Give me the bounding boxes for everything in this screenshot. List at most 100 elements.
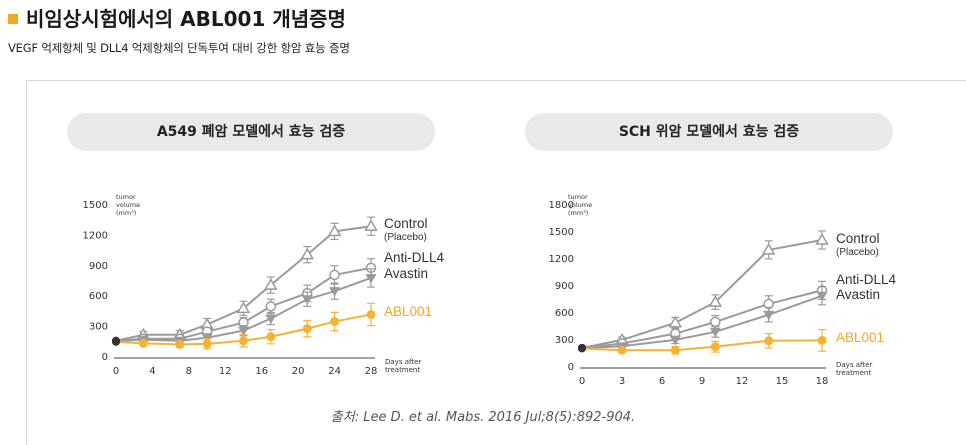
x-tick-label: 12 [219, 366, 232, 377]
x-axis-label: treatment [385, 366, 420, 374]
data-point [301, 295, 313, 305]
data-point [710, 316, 721, 328]
data-point [761, 242, 776, 255]
legend-label: Avastin [384, 266, 428, 281]
data-point [302, 324, 312, 334]
data-point [817, 335, 827, 345]
y-tick-label: 900 [89, 261, 108, 272]
x-tick-label: 4 [149, 366, 155, 377]
x-axis-label: treatment [836, 369, 871, 377]
legend-label: Anti-DLL4 [836, 272, 897, 287]
y-tick-label: 1500 [83, 200, 108, 211]
series-line [581, 289, 823, 349]
page-title: 비임상시험에서의 ABL001 개념증명 [26, 7, 346, 31]
data-point [329, 269, 340, 281]
data-point [764, 336, 774, 346]
x-tick-label: 9 [699, 376, 705, 387]
y-axis-label: tumor [116, 193, 136, 201]
page-header: 비임상시험에서의 ABL001 개념증명 VEGF 억제항체 및 DLL4 억제… [0, 0, 966, 70]
x-tick-label: 12 [736, 376, 749, 387]
series-line [581, 239, 823, 349]
data-point [236, 301, 251, 314]
data-point [364, 219, 378, 232]
y-tick-label: 300 [89, 322, 108, 333]
page-subtitle: VEGF 억제항체 및 DLL4 억제항체의 단독투여 대비 강한 항암 효능 … [8, 41, 350, 55]
legend-label: (Placebo) [836, 247, 879, 258]
x-tick-label: 0 [113, 366, 119, 377]
data-point [617, 345, 627, 355]
y-axis-label: volume [568, 201, 592, 209]
y-tick-label: 1200 [549, 254, 574, 265]
legend-label: Anti-DLL4 [384, 250, 445, 265]
start-point [578, 344, 586, 353]
data-point [265, 314, 277, 325]
y-axis-label: volume [116, 201, 140, 209]
y-tick-label: 0 [568, 362, 574, 373]
data-point [816, 291, 828, 302]
data-point [710, 342, 720, 352]
x-axis-label: Days after [385, 358, 421, 366]
x-tick-label: 8 [186, 366, 192, 377]
x-tick-label: 24 [328, 366, 341, 377]
x-tick-label: 28 [365, 366, 378, 377]
x-tick-label: 18 [816, 376, 829, 387]
data-point [763, 310, 775, 321]
y-tick-label: 900 [555, 281, 574, 292]
y-tick-label: 300 [555, 335, 574, 346]
chart-panel: A549 폐암 모델에서 효능 검증 SCH 위암 모델에서 효능 검증 [26, 80, 966, 445]
data-point [264, 278, 278, 290]
series-line [581, 339, 823, 352]
legend-label: ABL001 [384, 304, 432, 319]
chart-title-sch: SCH 위암 모델에서 효능 검증 [525, 113, 893, 151]
series-control: Control(Placebo) [112, 216, 428, 345]
data-point [329, 287, 341, 297]
data-point [266, 332, 276, 342]
data-point [238, 326, 249, 337]
y-tick-label: 1800 [549, 200, 574, 211]
data-point [365, 273, 377, 284]
data-point [138, 338, 148, 348]
data-point [327, 224, 342, 237]
x-tick-label: 0 [579, 376, 585, 387]
series-avastin: Avastin [578, 286, 880, 352]
data-point [300, 247, 315, 260]
chart-title-a549: A549 폐암 모델에서 효능 검증 [67, 113, 435, 151]
y-tick-label: 600 [555, 308, 574, 319]
legend-label: (Placebo) [384, 232, 427, 243]
legend-label: Control [384, 216, 428, 231]
data-point [708, 295, 723, 307]
source-citation: 출처: Lee D. et al. Mabs. 2016 Jul;8(5):89… [330, 410, 636, 425]
data-point [265, 301, 277, 312]
data-point [202, 339, 212, 349]
x-tick-label: 6 [659, 376, 665, 387]
y-tick-label: 1500 [549, 227, 574, 238]
start-point [112, 337, 120, 346]
data-point [330, 317, 340, 327]
legend-label: Control [836, 231, 880, 246]
data-point [669, 335, 681, 346]
y-axis-label: (mm³) [116, 209, 136, 217]
legend-label: Avastin [836, 287, 880, 302]
data-point [175, 339, 185, 349]
series-anti-dll4: Anti-DLL4 [112, 250, 445, 345]
y-axis-label: tumor [568, 193, 588, 201]
y-tick-label: 600 [89, 291, 108, 302]
series-anti-dll4: Anti-DLL4 [578, 272, 897, 352]
series-line [581, 294, 823, 349]
data-point [366, 309, 376, 319]
legend-label: ABL001 [836, 330, 884, 345]
y-tick-label: 0 [102, 352, 108, 363]
series-avastin: Avastin [112, 266, 428, 347]
title-bullet-icon [8, 14, 18, 24]
x-axis-label: Days after [836, 361, 872, 369]
data-point [670, 345, 680, 355]
data-point [709, 327, 721, 338]
y-axis-label: (mm³) [568, 209, 588, 217]
series-abl001: ABL001 [112, 302, 432, 350]
x-tick-label: 15 [776, 376, 789, 387]
data-point [239, 336, 248, 346]
y-tick-label: 1200 [83, 230, 108, 241]
